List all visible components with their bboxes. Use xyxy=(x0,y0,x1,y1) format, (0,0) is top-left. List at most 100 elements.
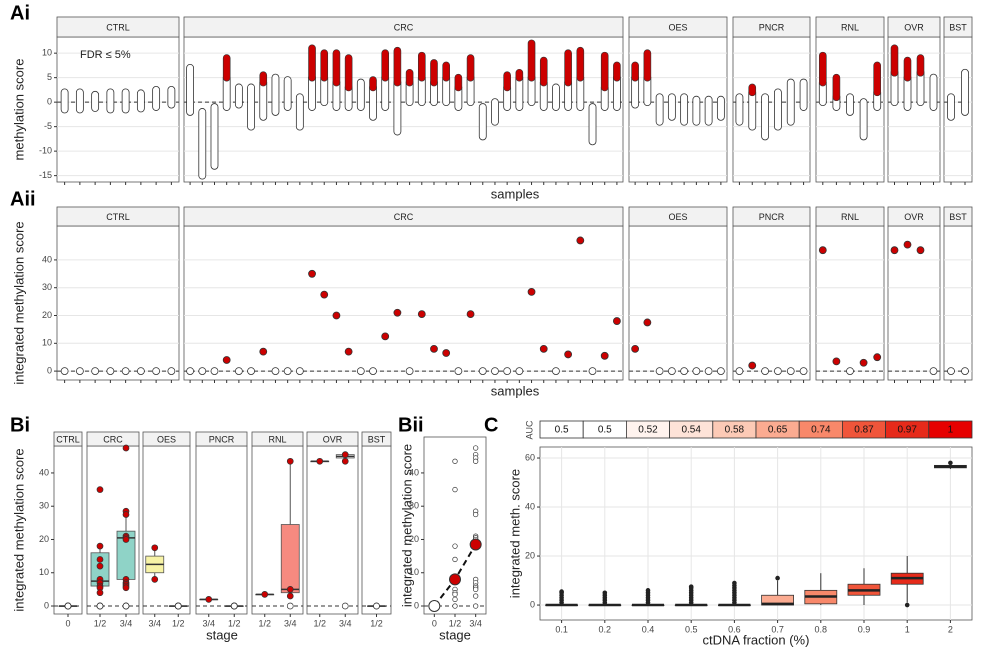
x-tick-label: 0 xyxy=(432,618,437,628)
x-tick-label: 3/4 xyxy=(120,618,133,628)
significant-points xyxy=(564,49,572,87)
point xyxy=(96,542,104,550)
sample-point xyxy=(381,332,390,341)
sample-point xyxy=(903,240,912,249)
sample-points xyxy=(655,93,664,126)
facet-strip xyxy=(887,206,941,227)
facet-label: CTRL xyxy=(106,22,130,32)
point xyxy=(452,486,458,493)
sample-points xyxy=(198,108,207,180)
y-tick-label: 5 xyxy=(47,72,52,82)
facet-label: RNL xyxy=(268,434,286,444)
sample-points xyxy=(247,83,255,131)
sample-points xyxy=(283,76,292,111)
facet-strip xyxy=(628,16,728,38)
significant-points xyxy=(344,54,353,92)
sample-point xyxy=(600,351,609,360)
y-tick-label: -5 xyxy=(44,121,52,131)
facet-label: PNCR xyxy=(759,22,785,32)
sample-point xyxy=(748,361,757,370)
facet-strip xyxy=(195,431,248,447)
panel xyxy=(183,225,624,381)
x-tick-label: 0.7 xyxy=(771,624,784,634)
sample-point xyxy=(152,367,161,376)
auc-cell xyxy=(928,420,973,439)
facet-strip xyxy=(361,431,392,447)
significant-points xyxy=(600,51,609,92)
outlier xyxy=(904,602,910,608)
panel xyxy=(628,225,728,381)
mean xyxy=(469,538,482,551)
facet-label: OES xyxy=(668,212,687,222)
sample-points xyxy=(588,103,597,146)
x-tick-label: 1/2 xyxy=(94,618,107,628)
point xyxy=(473,586,479,593)
x-axis-title: stage xyxy=(206,627,238,642)
sample-points xyxy=(356,78,365,111)
sample-point xyxy=(961,367,969,376)
mean xyxy=(449,573,461,586)
point xyxy=(373,602,380,610)
facet-strip xyxy=(732,16,811,38)
x-tick-label: 1/2 xyxy=(258,618,271,628)
x-tick-label: 3/4 xyxy=(202,618,215,628)
y-tick-label: 40 xyxy=(525,501,535,511)
panel xyxy=(732,36,811,183)
facet-label: CRC xyxy=(103,434,123,444)
point xyxy=(205,596,213,603)
sample-point xyxy=(873,353,882,362)
significant-points xyxy=(454,73,463,92)
panel xyxy=(183,36,624,183)
significant-points xyxy=(369,76,377,92)
point xyxy=(122,444,130,452)
facet-strip xyxy=(887,16,941,38)
point xyxy=(96,602,104,610)
point xyxy=(286,457,294,465)
sample-points xyxy=(667,93,676,121)
x-tick-label: 1 xyxy=(905,624,910,634)
facet-label: BST xyxy=(949,212,967,222)
panel xyxy=(53,445,83,615)
sample-point xyxy=(774,367,782,376)
sample-point xyxy=(655,367,664,376)
sample-points xyxy=(393,78,402,136)
point xyxy=(122,511,130,518)
outlier xyxy=(948,460,953,466)
panel xyxy=(732,225,811,381)
sample-points xyxy=(106,88,115,114)
sample-points xyxy=(859,98,868,141)
sample-point xyxy=(308,269,316,278)
point xyxy=(122,584,130,592)
point xyxy=(452,556,458,563)
point xyxy=(316,457,324,465)
auc-label: 0.87 xyxy=(854,425,874,436)
point xyxy=(151,576,159,583)
sample-points xyxy=(167,86,176,109)
sample-point xyxy=(393,308,402,317)
point xyxy=(96,486,104,493)
x-tick-label: 3/4 xyxy=(284,618,297,628)
point xyxy=(96,589,104,597)
significant-points xyxy=(903,56,912,82)
sample-point xyxy=(222,356,231,364)
sample-points xyxy=(961,68,969,116)
outlier xyxy=(732,580,737,586)
point xyxy=(286,592,294,600)
facet-strip xyxy=(56,16,180,38)
y-tick-label: 30 xyxy=(42,282,52,292)
facet-label: CTRL xyxy=(106,212,130,222)
panel-label: Bi xyxy=(10,414,30,436)
panel xyxy=(943,225,973,381)
facet-label: PNCR xyxy=(759,212,785,222)
auc-label: 0.5 xyxy=(598,425,612,436)
sample-point xyxy=(478,367,487,376)
sample-point xyxy=(60,367,69,376)
sample-points xyxy=(295,93,304,131)
sample-point xyxy=(786,367,795,376)
sample-point xyxy=(332,311,341,320)
sample-points xyxy=(491,98,499,126)
x-tick-label: 0.8 xyxy=(815,624,828,634)
y-tick-label: 20 xyxy=(42,310,52,320)
y-tick-label: 10 xyxy=(409,567,419,577)
